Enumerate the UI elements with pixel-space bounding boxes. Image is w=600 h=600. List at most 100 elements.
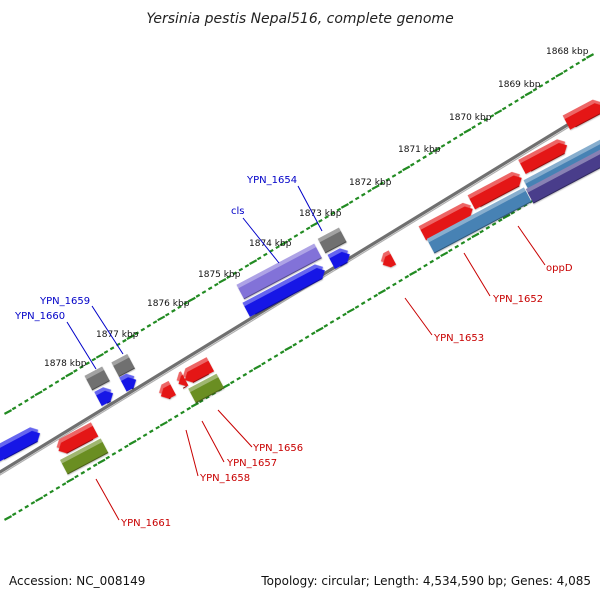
feature-blue — [327, 248, 350, 269]
feature-red-small — [176, 371, 189, 389]
lower-tick-mark — [97, 458, 106, 465]
upper-tick-mark — [171, 308, 176, 313]
feature-gray-body — [86, 370, 110, 390]
lower-tick-mark — [329, 320, 335, 324]
lower-tick-mark — [74, 474, 79, 479]
feature-YPN-1656-body — [190, 377, 224, 403]
upper-tick-mark — [299, 230, 305, 235]
lower-tick-mark — [435, 256, 441, 260]
upper-tick-mark — [195, 293, 201, 298]
feature-gray-body — [113, 357, 135, 377]
upper-tick-mark — [11, 406, 17, 411]
upper-tick-mark — [391, 173, 397, 178]
upper-tick-mark — [187, 296, 196, 303]
tick-label: 1876 kbp — [147, 299, 190, 309]
upper-tick-mark — [263, 252, 268, 257]
feature-YPN-1656 — [188, 373, 225, 404]
lower-tick-mark — [284, 345, 293, 352]
leader-line — [242, 217, 280, 264]
lower-tick-mark — [111, 451, 117, 456]
lower-tick-mark — [186, 406, 191, 411]
feature-YPN-1657-edge — [192, 373, 209, 383]
upper-tick-mark — [140, 327, 146, 332]
tick-label: 1871 kbp — [398, 145, 441, 155]
lower-tick-mark — [242, 372, 248, 377]
feature-red-body — [420, 206, 473, 241]
upper-tick-mark — [428, 151, 433, 156]
upper-tick-mark — [477, 121, 482, 126]
feature-gray-edge — [324, 241, 347, 254]
lower-tick-mark — [261, 361, 266, 366]
feature-red-edge — [66, 438, 94, 454]
lower-tick-mark — [429, 259, 434, 264]
lower-tick-mark — [298, 338, 304, 343]
lower-tick-mark — [142, 433, 148, 438]
lower-tick-mark — [498, 218, 503, 223]
upper-tick-mark — [275, 245, 280, 250]
lower-tick-mark — [398, 278, 403, 283]
upper-tick-mark — [287, 237, 293, 242]
lower-tick-mark — [377, 289, 386, 295]
feature-blue-edge — [106, 400, 111, 404]
upper-tick-mark — [463, 128, 472, 134]
lower-tick-mark — [423, 263, 428, 268]
feature-YPN-1653 — [380, 250, 397, 268]
feature-blue-edge — [3, 440, 38, 460]
lower-tick-mark — [124, 444, 129, 449]
leader-line — [463, 252, 491, 297]
lower-tick-mark — [460, 240, 466, 245]
feature-YPN-1657-body — [184, 360, 215, 383]
lower-tick-mark — [248, 369, 254, 373]
upper-tick-mark — [134, 331, 139, 336]
upper-tick-mark — [538, 84, 544, 88]
lower-tick-mark — [466, 237, 472, 242]
upper-tick-mark — [65, 371, 74, 378]
lower-tick-mark — [66, 477, 75, 484]
feature-YPN-1661-edge — [67, 452, 109, 475]
upper-tick-mark — [30, 395, 35, 399]
upper-tick-mark — [177, 305, 182, 310]
upper-tick-mark — [85, 361, 90, 366]
upper-tick-mark — [293, 233, 299, 238]
lower-tick-mark — [30, 500, 36, 505]
leader-line — [91, 305, 124, 355]
feature-gray-edge — [118, 367, 135, 377]
upper-tick-mark — [18, 402, 23, 407]
feature-red — [56, 422, 99, 454]
leader-line — [404, 297, 433, 336]
upper-tick-mark — [532, 87, 538, 92]
lower-tick-mark — [49, 489, 54, 494]
lower-tick-mark — [117, 448, 123, 453]
gene-label: oppD — [546, 263, 573, 274]
upper-tick-mark — [563, 69, 568, 73]
lower-tick-mark — [360, 301, 366, 306]
upper-tick-mark — [226, 275, 231, 280]
lower-tick-mark — [510, 210, 516, 215]
upper-tick-mark — [244, 263, 250, 268]
feature-red-edge — [480, 185, 520, 208]
upper-tick-mark — [367, 188, 372, 193]
lower-tick-mark — [346, 307, 355, 314]
lower-tick-mark — [80, 470, 86, 475]
tick-label: 1872 kbp — [349, 178, 392, 188]
feature-YPN-1661 — [59, 438, 109, 475]
lower-tick-mark — [404, 274, 410, 279]
tick-label: 1874 kbp — [249, 239, 292, 249]
lower-tick-mark — [61, 482, 67, 487]
upper-tick-mark — [279, 240, 288, 247]
upper-tick-mark — [402, 165, 411, 172]
lower-tick-mark — [149, 429, 154, 434]
upper-tick-mark — [550, 76, 556, 81]
feature-darkpurple-edge — [533, 162, 600, 204]
feature-YPN-1658 — [158, 380, 176, 400]
lower-tick-mark — [253, 364, 262, 371]
leader-line — [217, 409, 253, 448]
tick-labels-layer: 1868 kbp 1869 kbp 1870 kbp 1871 kbp 1872 kbp… — [44, 47, 589, 369]
upper-tick-mark — [79, 365, 84, 369]
feature-YPN-1652 — [426, 187, 532, 254]
upper-tick-mark — [494, 109, 503, 116]
lower-tick-mark — [128, 439, 137, 446]
feature-blue — [94, 387, 114, 407]
